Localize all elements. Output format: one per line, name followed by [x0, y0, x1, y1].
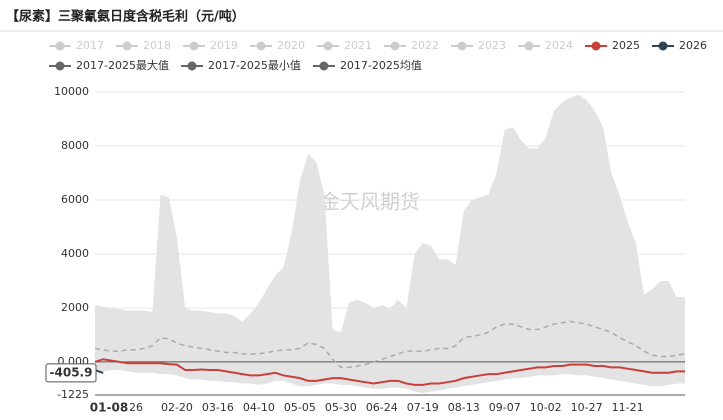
x-tick-label: 26	[129, 401, 143, 414]
chart-title: 【尿素】三聚氰氨日度含税毛利（元/吨）	[6, 9, 245, 25]
legend-label: 2019	[210, 39, 238, 52]
legend-marker	[256, 41, 266, 51]
legend-marker	[319, 61, 329, 71]
y-tick-label: 4000	[61, 247, 89, 260]
legend-marker	[591, 41, 601, 51]
legend-label: 2017-2025均值	[340, 59, 422, 72]
range-area	[95, 94, 685, 362]
series-line	[94, 358, 685, 386]
x-tick-label: 03-16	[202, 401, 234, 414]
legend-label: 2017	[76, 39, 104, 52]
legend-item[interactable]: 2017-2025最小值	[180, 59, 301, 72]
x-tick-label: 06-24	[366, 401, 398, 414]
legend-marker	[122, 41, 132, 51]
legend-inactive[interactable]: 2023	[451, 39, 506, 52]
x-tick-label: 05-30	[325, 401, 357, 414]
legend-inactive[interactable]: 2022	[384, 39, 439, 52]
legend-label: 2026	[679, 39, 707, 52]
legend-inactive[interactable]: 2020	[250, 39, 305, 52]
pointer-x-label: 01-08	[90, 401, 128, 415]
pointer-y-box	[45, 363, 97, 383]
y-tick-label: -1225	[57, 388, 89, 401]
legend-label: 2017-2025最小值	[208, 59, 301, 72]
legend-item[interactable]: 2017-2025最大值	[49, 58, 169, 72]
x-tick-label: 09-07	[489, 401, 521, 414]
legend-inactive[interactable]: 2021	[317, 39, 372, 52]
legend-label: 2020	[277, 39, 305, 52]
y-tick-label: 2000	[61, 301, 89, 314]
legend-label: 2018	[143, 39, 171, 52]
legend-item[interactable]: 2026	[652, 39, 707, 52]
pointer-y-label: -405.9	[50, 365, 93, 379]
legend-inactive[interactable]: 2024	[518, 39, 573, 52]
x-tick-label: 02-20	[161, 401, 193, 414]
legend-marker	[658, 41, 668, 51]
legend-label: 2024	[545, 39, 573, 52]
x-tick-label: 04-10	[243, 401, 275, 414]
legend-item[interactable]: 2025	[585, 39, 640, 52]
x-tick-label: 10-02	[530, 401, 562, 414]
legend-label: 2022	[411, 39, 439, 52]
y-tick-label: 10000	[54, 85, 89, 98]
legend-label: 2021	[344, 39, 372, 52]
legend-marker	[189, 41, 199, 51]
y-tick-label: 6000	[61, 193, 89, 206]
legend-marker	[323, 41, 333, 51]
legend-inactive[interactable]: 2019	[183, 39, 238, 52]
x-tick-label: 08-13	[448, 401, 480, 414]
legend-marker	[55, 41, 65, 51]
x-tick-label: 10-27	[571, 401, 603, 414]
legend-label: 2023	[478, 39, 506, 52]
legend-label: 2025	[612, 39, 640, 52]
legend-marker	[457, 41, 467, 51]
pointer-x-box	[88, 399, 130, 417]
legend-marker	[390, 41, 400, 51]
x-tick-label: 07-19	[407, 401, 439, 414]
legend-label: 2017-2025最大值	[76, 58, 169, 72]
legend-marker	[524, 41, 534, 51]
legend-inactive[interactable]: 2018	[116, 39, 171, 52]
x-tick-label: 05-05	[284, 401, 316, 414]
legend-marker	[187, 61, 197, 71]
legend-marker	[55, 61, 65, 71]
x-tick-label: 11-21	[612, 401, 644, 414]
y-tick-label: 8000	[61, 139, 89, 152]
legend-inactive[interactable]: 2017	[49, 39, 104, 52]
range-area	[95, 361, 685, 393]
legend-item[interactable]: 2017-2025均值	[312, 59, 422, 72]
